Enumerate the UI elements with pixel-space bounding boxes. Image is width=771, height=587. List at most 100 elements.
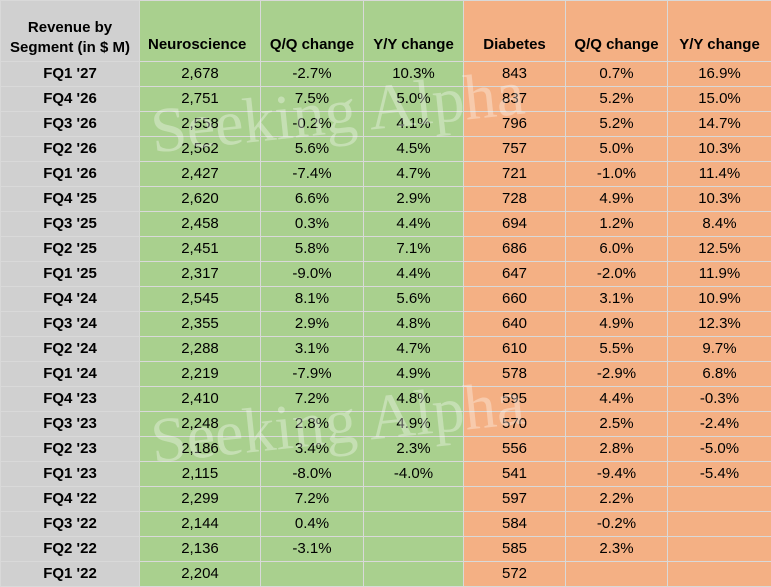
- diabetes-yy-cell: -2.4%: [668, 412, 771, 437]
- neuroscience-yy-cell: [364, 487, 464, 512]
- diabetes-qq-cell: 6.0%: [566, 237, 668, 262]
- diabetes-qq-cell: -2.0%: [566, 262, 668, 287]
- diabetes-yy-cell: 11.4%: [668, 162, 771, 187]
- period-cell: FQ4 '22: [1, 487, 140, 512]
- period-cell: FQ1 '25: [1, 262, 140, 287]
- period-cell: FQ3 '26: [1, 112, 140, 137]
- neuroscience-qq-cell: 6.6%: [261, 187, 364, 212]
- neuroscience-yy-cell: 4.9%: [364, 412, 464, 437]
- neuroscience-yy-cell: [364, 562, 464, 587]
- diabetes-qq-cell: -1.0%: [566, 162, 668, 187]
- period-cell: FQ2 '26: [1, 137, 140, 162]
- neuroscience-value-cell: 2,219: [140, 362, 261, 387]
- neuroscience-yy-cell: 10.3%: [364, 62, 464, 87]
- neuroscience-value-cell: 2,299: [140, 487, 261, 512]
- neuroscience-qq-cell: 0.4%: [261, 512, 364, 537]
- neuroscience-qq-cell: 5.8%: [261, 237, 364, 262]
- diabetes-qq-cell: 1.2%: [566, 212, 668, 237]
- neuroscience-qq-cell: 8.1%: [261, 287, 364, 312]
- diabetes-yy-cell: [668, 537, 771, 562]
- neuroscience-qq-cell: -3.1%: [261, 537, 364, 562]
- diabetes-qq-cell: 0.7%: [566, 62, 668, 87]
- neuroscience-value-cell: 2,204: [140, 562, 261, 587]
- neuroscience-qq-cell: 5.6%: [261, 137, 364, 162]
- diabetes-yy-cell: 14.7%: [668, 112, 771, 137]
- period-cell: FQ4 '23: [1, 387, 140, 412]
- diabetes-yy-cell: 9.7%: [668, 337, 771, 362]
- diabetes-qq-cell: -0.2%: [566, 512, 668, 537]
- diabetes-value-cell: 757: [464, 137, 566, 162]
- header-segment-cell: Revenue by Segment (in $ M): [1, 1, 140, 62]
- diabetes-qq-cell: [566, 562, 668, 587]
- diabetes-qq-cell: -9.4%: [566, 462, 668, 487]
- header-neuro-yy-cell: Y/Y change: [364, 1, 464, 62]
- period-cell: FQ2 '25: [1, 237, 140, 262]
- neuroscience-yy-cell: 4.4%: [364, 262, 464, 287]
- period-cell: FQ3 '25: [1, 212, 140, 237]
- neuroscience-value-cell: 2,248: [140, 412, 261, 437]
- neuroscience-qq-cell: 7.2%: [261, 387, 364, 412]
- diabetes-qq-cell: 2.3%: [566, 537, 668, 562]
- period-cell: FQ3 '22: [1, 512, 140, 537]
- neuroscience-qq-cell: 3.4%: [261, 437, 364, 462]
- header-neuro-qq-cell: Q/Q change: [261, 1, 364, 62]
- diabetes-value-cell: 647: [464, 262, 566, 287]
- diabetes-yy-cell: [668, 562, 771, 587]
- diabetes-yy-cell: 8.4%: [668, 212, 771, 237]
- neuroscience-qq-cell: [261, 562, 364, 587]
- neuroscience-qq-cell: 2.8%: [261, 412, 364, 437]
- neuroscience-qq-cell: -7.9%: [261, 362, 364, 387]
- period-cell: FQ4 '25: [1, 187, 140, 212]
- neuroscience-qq-cell: -0.2%: [261, 112, 364, 137]
- neuroscience-yy-cell: [364, 537, 464, 562]
- diabetes-yy-cell: 10.9%: [668, 287, 771, 312]
- neuroscience-qq-cell: 7.2%: [261, 487, 364, 512]
- diabetes-value-cell: 660: [464, 287, 566, 312]
- neuroscience-yy-cell: [364, 512, 464, 537]
- neuroscience-qq-cell: -2.7%: [261, 62, 364, 87]
- diabetes-value-cell: 640: [464, 312, 566, 337]
- neuroscience-value-cell: 2,355: [140, 312, 261, 337]
- diabetes-value-cell: 686: [464, 237, 566, 262]
- neuroscience-qq-cell: 2.9%: [261, 312, 364, 337]
- neuroscience-value-cell: 2,288: [140, 337, 261, 362]
- header-neuroscience-cell: Neuroscience: [140, 1, 261, 62]
- period-cell: FQ1 '24: [1, 362, 140, 387]
- diabetes-yy-cell: 16.9%: [668, 62, 771, 87]
- period-cell: FQ1 '22: [1, 562, 140, 587]
- diabetes-value-cell: 610: [464, 337, 566, 362]
- header-row: Revenue by Segment (in $ M) Neuroscience…: [1, 1, 771, 62]
- diabetes-qq-cell: 2.2%: [566, 487, 668, 512]
- period-cell: FQ1 '27: [1, 62, 140, 87]
- diabetes-qq-cell: 5.2%: [566, 87, 668, 112]
- diabetes-value-cell: 721: [464, 162, 566, 187]
- neuroscience-yy-cell: 4.7%: [364, 337, 464, 362]
- diabetes-qq-cell: 5.0%: [566, 137, 668, 162]
- diabetes-value-cell: 541: [464, 462, 566, 487]
- diabetes-qq-cell: -2.9%: [566, 362, 668, 387]
- neuroscience-value-cell: 2,562: [140, 137, 261, 162]
- diabetes-yy-cell: [668, 512, 771, 537]
- diabetes-qq-cell: 4.9%: [566, 187, 668, 212]
- neuroscience-value-cell: 2,317: [140, 262, 261, 287]
- diabetes-yy-cell: [668, 487, 771, 512]
- diabetes-yy-cell: -5.4%: [668, 462, 771, 487]
- neuroscience-yy-cell: 2.9%: [364, 187, 464, 212]
- neuroscience-yy-cell: 2.3%: [364, 437, 464, 462]
- period-cell: FQ4 '24: [1, 287, 140, 312]
- diabetes-qq-cell: 4.9%: [566, 312, 668, 337]
- neuroscience-yy-cell: 4.8%: [364, 312, 464, 337]
- diabetes-qq-cell: 5.5%: [566, 337, 668, 362]
